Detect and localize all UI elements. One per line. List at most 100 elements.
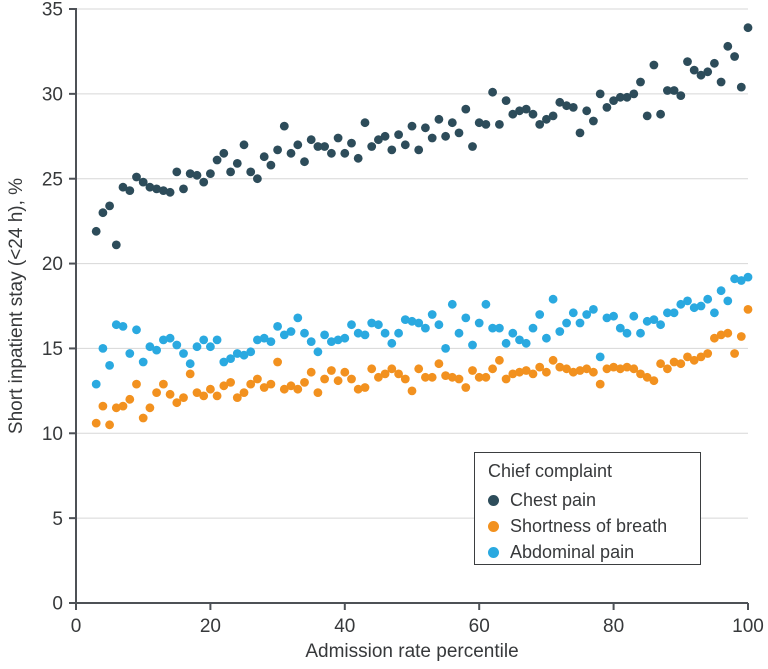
data-point-abdominal-pain (219, 357, 229, 367)
data-point-chest-pain (179, 184, 188, 194)
data-point-chest-pain (374, 135, 383, 145)
data-point-shortness-of-breath (508, 369, 518, 379)
y-tick-label: 10 (42, 424, 63, 445)
data-point-chest-pain (400, 140, 410, 150)
data-point-chest-pain (629, 89, 639, 99)
data-point-shortness-of-breath (696, 352, 706, 362)
data-point-chest-pain (367, 142, 377, 151)
data-point-chest-pain (689, 65, 699, 75)
data-point-shortness-of-breath (515, 367, 524, 377)
data-point-chest-pain (199, 177, 209, 187)
data-point-shortness-of-breath (286, 381, 296, 391)
data-point-chest-pain (716, 77, 726, 87)
data-point-abdominal-pain (575, 318, 585, 328)
data-point-abdominal-pain (159, 335, 168, 345)
data-point-shortness-of-breath (716, 330, 726, 340)
y-tick-label: 15 (42, 339, 63, 360)
data-point-abdominal-pain (353, 328, 363, 338)
data-point-shortness-of-breath (743, 305, 753, 314)
data-point-shortness-of-breath (132, 379, 141, 389)
data-point-chest-pain (300, 157, 309, 167)
data-point-shortness-of-breath (232, 393, 242, 402)
data-point-abdominal-pain (132, 325, 141, 335)
data-point-shortness-of-breath (212, 391, 222, 401)
data-point-shortness-of-breath (441, 371, 450, 380)
data-point-chest-pain (447, 118, 457, 128)
data-point-shortness-of-breath (165, 389, 175, 399)
data-point-shortness-of-breath (306, 367, 316, 377)
data-point-shortness-of-breath (226, 378, 236, 387)
data-point-abdominal-pain (535, 310, 545, 319)
data-point-shortness-of-breath (434, 359, 444, 369)
data-point-chest-pain (293, 140, 303, 150)
data-point-shortness-of-breath (602, 364, 612, 374)
data-point-chest-pain (333, 133, 343, 143)
legend-title: Chief complaint (488, 461, 613, 481)
data-point-abdominal-pain (555, 327, 565, 336)
y-tick-label: 5 (52, 509, 63, 530)
data-point-shortness-of-breath (172, 398, 182, 408)
data-point-chest-pain (125, 186, 135, 196)
data-point-chest-pain (468, 142, 477, 151)
data-point-shortness-of-breath (138, 413, 148, 423)
data-point-shortness-of-breath (461, 383, 471, 392)
data-point-chest-pain (219, 148, 229, 158)
data-point-shortness-of-breath (159, 379, 168, 389)
data-point-shortness-of-breath (293, 384, 303, 394)
data-point-chest-pain (515, 106, 524, 116)
data-point-chest-pain (703, 67, 713, 77)
data-point-abdominal-pain (736, 276, 746, 285)
data-point-abdominal-pain (179, 349, 188, 358)
data-point-abdominal-pain (689, 303, 699, 313)
data-point-abdominal-pain (548, 294, 558, 304)
data-point-shortness-of-breath (340, 367, 350, 377)
abdominal-pain-swatch-icon (488, 546, 499, 558)
data-point-abdominal-pain (589, 305, 598, 314)
data-point-chest-pain (441, 131, 450, 141)
data-point-shortness-of-breath (474, 372, 484, 382)
data-point-abdominal-pain (91, 379, 101, 389)
data-point-shortness-of-breath (98, 401, 108, 411)
data-point-abdominal-pain (152, 345, 162, 355)
data-point-chest-pain (663, 86, 672, 95)
data-point-chest-pain (246, 167, 256, 177)
data-point-chest-pain (535, 120, 545, 129)
data-point-abdominal-pain (320, 330, 329, 340)
data-point-chest-pain (602, 103, 612, 112)
data-point-abdominal-pain (602, 313, 612, 323)
data-point-abdominal-pain (461, 313, 471, 323)
data-point-chest-pain (481, 120, 491, 129)
data-point-shortness-of-breath (239, 388, 249, 397)
data-point-abdominal-pain (253, 335, 262, 345)
data-point-shortness-of-breath (595, 379, 605, 389)
y-tick-label: 20 (42, 254, 63, 275)
data-point-abdominal-pain (387, 338, 397, 348)
data-point-shortness-of-breath (636, 369, 645, 379)
data-point-chest-pain (340, 148, 350, 158)
data-point-chest-pain (313, 142, 323, 151)
data-point-shortness-of-breath (622, 362, 632, 372)
x-tick-label: 60 (469, 616, 490, 637)
data-point-abdominal-pain (165, 333, 175, 343)
data-point-abdominal-pain (716, 286, 726, 296)
data-point-shortness-of-breath (313, 388, 323, 397)
data-point-shortness-of-breath (421, 372, 430, 382)
data-point-shortness-of-breath (367, 364, 377, 374)
data-point-chest-pain (736, 82, 746, 92)
legend-item-shortness-of-breath: Shortness of breath (488, 513, 700, 539)
data-point-chest-pain (548, 111, 558, 121)
data-point-chest-pain (185, 169, 195, 179)
data-point-abdominal-pain (454, 328, 464, 338)
data-point-shortness-of-breath (730, 349, 739, 358)
data-point-shortness-of-breath (736, 332, 746, 341)
data-point-shortness-of-breath (266, 379, 276, 389)
data-point-shortness-of-breath (279, 384, 289, 394)
data-point-abdominal-pain (730, 274, 739, 284)
data-point-shortness-of-breath (710, 333, 719, 343)
data-point-shortness-of-breath (521, 366, 531, 375)
data-point-shortness-of-breath (495, 355, 504, 365)
data-point-shortness-of-breath (347, 374, 356, 384)
data-point-chest-pain (575, 128, 585, 138)
data-point-shortness-of-breath (219, 381, 229, 391)
data-point-chest-pain (710, 58, 719, 68)
